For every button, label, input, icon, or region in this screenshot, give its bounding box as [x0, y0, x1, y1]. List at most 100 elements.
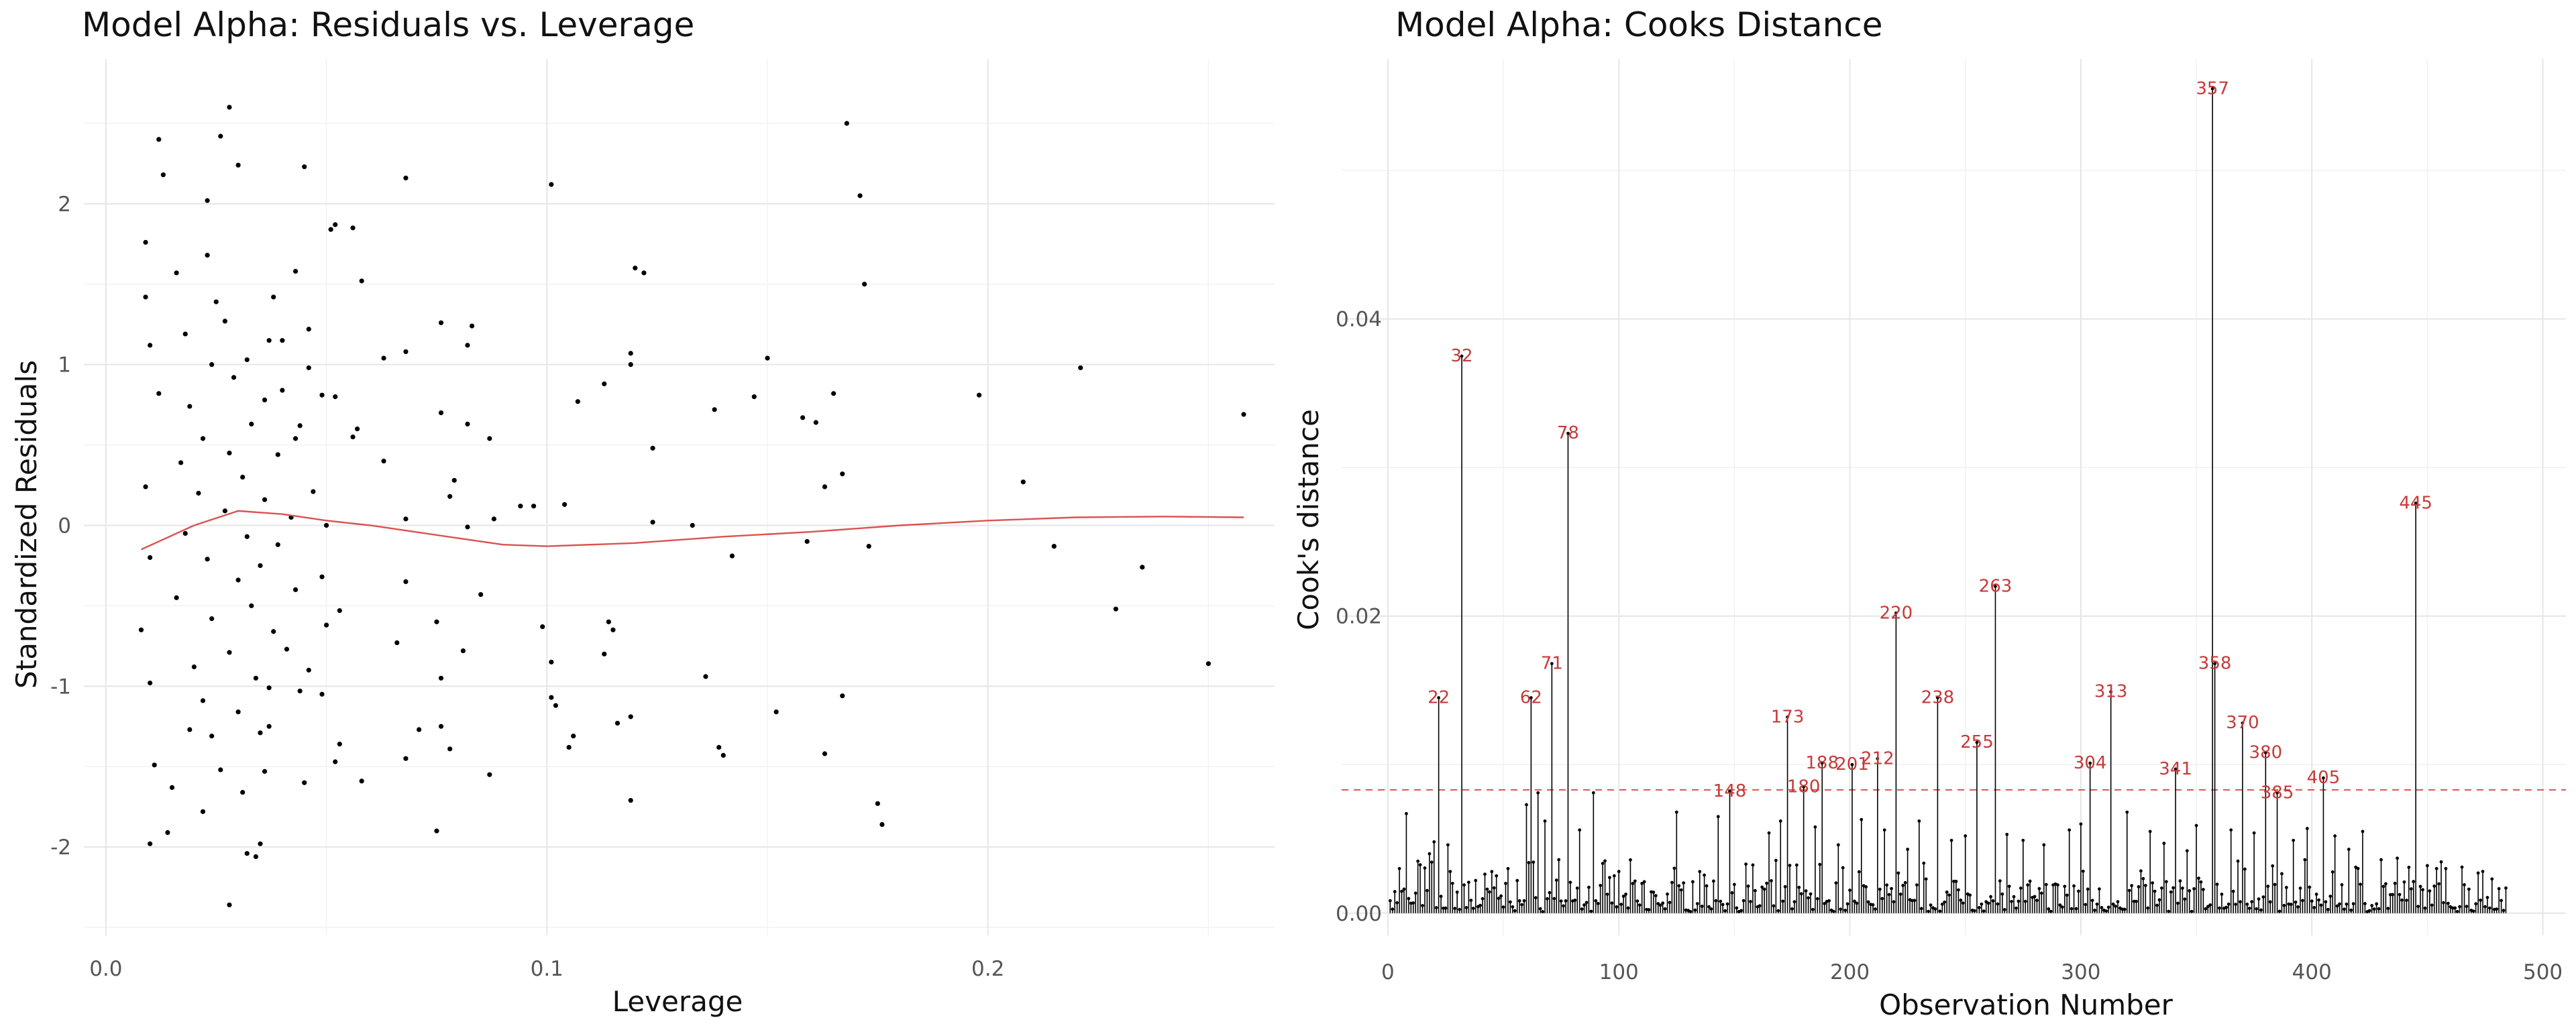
- cooks-point: [2384, 882, 2387, 886]
- cooks-point: [1541, 910, 1544, 913]
- data-point: [438, 320, 444, 325]
- cooks-point: [1820, 761, 1824, 765]
- data-point: [143, 484, 148, 490]
- cooks-point: [2185, 849, 2189, 853]
- data-point: [350, 434, 356, 440]
- point-label: 445: [2399, 493, 2432, 513]
- cooks-point: [1506, 866, 1510, 870]
- cooks-point: [1977, 906, 1981, 909]
- data-point: [487, 436, 492, 441]
- cooks-point: [1924, 877, 1928, 881]
- cooks-point: [1866, 900, 1870, 904]
- data-point: [148, 555, 153, 561]
- cooks-point: [1698, 870, 1702, 874]
- cooks-point: [2028, 879, 2032, 883]
- data-point: [394, 640, 400, 646]
- cooks-point: [1749, 900, 1752, 903]
- cooks-point: [2330, 870, 2334, 874]
- cooks-point: [1984, 900, 1988, 904]
- cooks-point: [1728, 789, 1731, 793]
- cooks-point: [1393, 890, 1397, 893]
- point-label: 358: [2198, 654, 2232, 674]
- cooks-point: [1906, 848, 1910, 851]
- cooks-point: [1998, 879, 2002, 883]
- cooks-point: [2247, 907, 2251, 910]
- cooks-point: [1413, 891, 1417, 895]
- cooks-point: [1746, 884, 1750, 888]
- cooks-point: [1416, 859, 1420, 863]
- cooks-point: [1525, 803, 1528, 807]
- cooks-point: [1922, 861, 1926, 865]
- cooks-point: [1668, 901, 1672, 905]
- cooks-point: [2275, 791, 2279, 795]
- data-point: [720, 752, 726, 758]
- data-point: [447, 494, 453, 499]
- cooks-point: [2241, 721, 2245, 725]
- data-point: [333, 394, 338, 400]
- y-tick-label: 1: [58, 353, 71, 378]
- cooks-point: [1554, 878, 1558, 882]
- data-point: [218, 133, 223, 139]
- cooks-point: [1901, 884, 1905, 887]
- y-axis-label: Cook's distance: [1292, 409, 1325, 630]
- data-point: [182, 530, 188, 536]
- cooks-point: [1538, 907, 1542, 911]
- cooks-point: [2197, 876, 2200, 880]
- point-label: 341: [2159, 759, 2192, 779]
- data-point: [465, 524, 470, 530]
- cooks-point: [1839, 907, 1843, 911]
- cooks-point: [1982, 909, 1986, 913]
- cooks-point: [1442, 906, 1445, 910]
- cooks-point: [1589, 909, 1593, 913]
- data-point: [319, 392, 325, 398]
- cooks-point: [1677, 884, 1681, 888]
- cooks-point: [2060, 905, 2064, 909]
- point-label: 62: [1520, 688, 1542, 708]
- cooks-point: [2109, 690, 2113, 694]
- x-tick-label: 500: [2523, 960, 2563, 984]
- cooks-point: [2338, 902, 2341, 906]
- data-point: [266, 338, 272, 343]
- data-point: [323, 522, 329, 528]
- cooks-point: [1568, 880, 1572, 884]
- cooks-point: [2190, 909, 2194, 913]
- cooks-point: [2268, 900, 2272, 904]
- cooks-point: [2146, 906, 2150, 910]
- cooks-point: [2351, 902, 2355, 906]
- cooks-point: [1880, 897, 1884, 901]
- data-point: [235, 577, 241, 583]
- cooks-point: [2229, 828, 2233, 832]
- cooks-point: [2312, 906, 2316, 909]
- data-point: [650, 520, 655, 525]
- cooks-point: [2026, 883, 2030, 887]
- data-point: [240, 474, 246, 480]
- cooks-point: [1919, 907, 1923, 911]
- cooks-point: [2017, 899, 2021, 903]
- cooks-point: [1952, 879, 1955, 883]
- cooks-point: [2263, 751, 2267, 754]
- data-point: [297, 688, 303, 694]
- cooks-point: [1504, 881, 1507, 885]
- cooks-point: [1989, 895, 1992, 899]
- cooks-point: [1949, 838, 1953, 842]
- cooks-point: [2483, 905, 2487, 909]
- residuals-vs-leverage-plot: 0.0 0.1 0.2 -2 -1 0 1 2 Leverage Standardized R…: [10, 59, 1275, 1018]
- data-point: [280, 388, 285, 393]
- cooks-point: [2372, 907, 2376, 911]
- cooks-point: [1543, 819, 1547, 823]
- cooks-point: [2236, 859, 2240, 863]
- x-axis-label: Leverage: [612, 985, 743, 1018]
- cooks-point: [1890, 886, 1893, 891]
- cooks-point: [1481, 897, 1485, 901]
- cooks-point: [2106, 905, 2110, 909]
- cooks-point: [2148, 829, 2152, 834]
- data-point: [319, 691, 325, 697]
- cooks-point: [1434, 906, 1438, 910]
- cooks-point: [2035, 899, 2039, 903]
- data-point: [610, 627, 616, 632]
- data-point: [235, 709, 241, 715]
- data-point: [350, 225, 356, 231]
- point-label: 304: [2074, 753, 2107, 773]
- data-point: [227, 902, 232, 908]
- cooks-point: [1760, 885, 1764, 889]
